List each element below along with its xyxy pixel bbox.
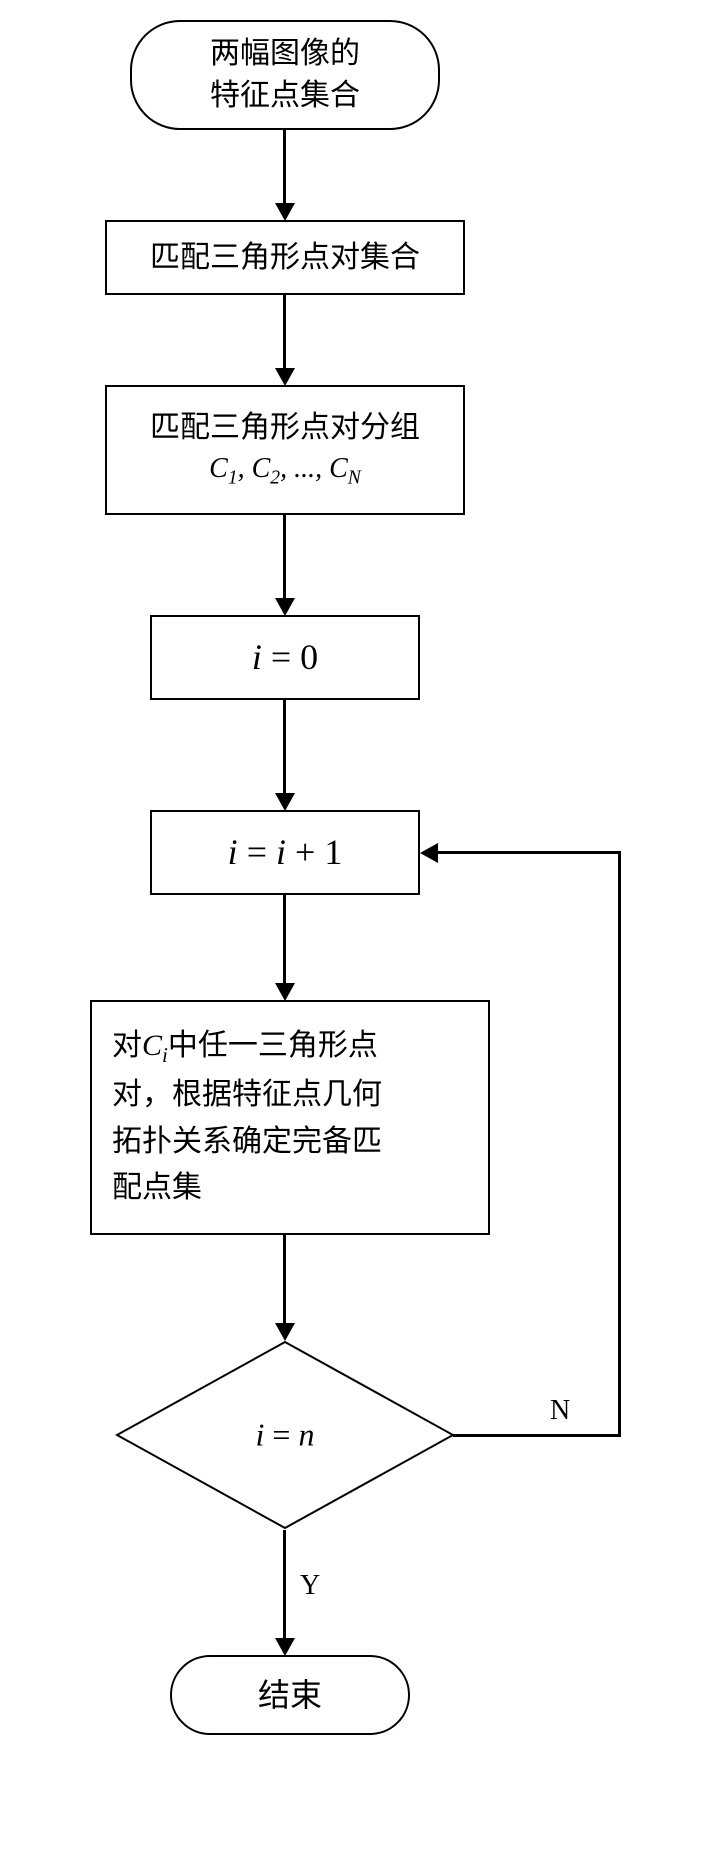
edge-processci-decision — [283, 1235, 286, 1323]
decision-text: i = n — [256, 1417, 315, 1454]
group-text: 匹配三角形点对分组 C1, C2, ..., CN — [150, 407, 420, 492]
decision-node: i = n — [115, 1340, 455, 1530]
start-text: 两幅图像的 特征点集合 — [210, 33, 360, 117]
start-node: 两幅图像的 特征点集合 — [130, 20, 440, 130]
label-no: N — [550, 1395, 570, 1427]
edge-increment-processci — [283, 895, 286, 983]
edge-init-increment — [283, 700, 286, 793]
edge-group-init — [283, 515, 286, 598]
flowchart-container: 两幅图像的 特征点集合 匹配三角形点对集合 匹配三角形点对分组 C1, C2, … — [0, 0, 710, 1870]
arrowhead-3 — [275, 598, 295, 616]
arrowhead-5 — [275, 983, 295, 1001]
init-node: i = 0 — [150, 615, 420, 700]
edge-decision-end — [283, 1530, 286, 1638]
edge-loopback-v — [618, 851, 621, 1437]
arrowhead-4 — [275, 793, 295, 811]
edge-start-matchset — [283, 130, 286, 203]
label-yes: Y — [300, 1570, 320, 1602]
arrowhead-6 — [275, 1323, 295, 1341]
group-node: 匹配三角形点对分组 C1, C2, ..., CN — [105, 385, 465, 515]
group-math: C1, C2, ..., CN — [150, 449, 420, 492]
init-text: i = 0 — [252, 632, 318, 682]
arrowhead-1 — [275, 203, 295, 221]
arrowhead-7 — [275, 1638, 295, 1656]
increment-node: i = i + 1 — [150, 810, 420, 895]
end-text: 结束 — [258, 1673, 322, 1718]
edge-matchset-group — [283, 295, 286, 368]
arrowhead-2 — [275, 368, 295, 386]
match-set-node: 匹配三角形点对集合 — [105, 220, 465, 295]
increment-text: i = i + 1 — [228, 827, 343, 877]
match-set-text: 匹配三角形点对集合 — [150, 237, 420, 279]
end-node: 结束 — [170, 1655, 410, 1735]
edge-loopback-h2 — [437, 851, 621, 854]
edge-loopback-h1 — [453, 1434, 620, 1437]
process-ci-node: 对Ci中任一三角形点 对，根据特征点几何 拓扑关系确定完备匹 配点集 — [90, 1000, 490, 1235]
arrowhead-loopback — [420, 843, 438, 863]
process-ci-text: 对Ci中任一三角形点 对，根据特征点几何 拓扑关系确定完备匹 配点集 — [112, 1023, 382, 1211]
